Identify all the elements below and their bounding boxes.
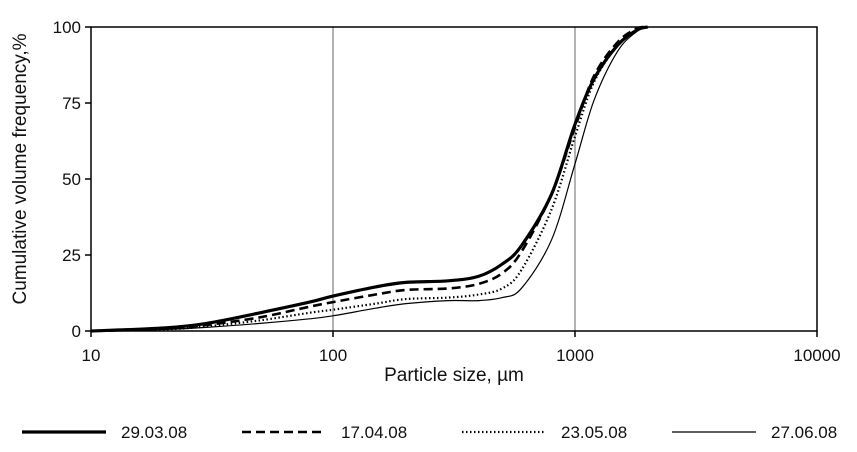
y-tick-label: 25 xyxy=(62,246,81,265)
y-axis-title: Cumulative volume frequency,% xyxy=(10,33,31,304)
x-tick-label: 100 xyxy=(319,346,347,365)
series-line-4 xyxy=(90,26,649,332)
series-layer xyxy=(90,25,649,333)
legend-label-2: 17.04.08 xyxy=(341,423,407,442)
x-tick-label: 1000 xyxy=(556,346,594,365)
legend: 29.03.08 17.04.08 23.05.08 27.06.08 xyxy=(22,423,837,442)
series-line-2 xyxy=(90,25,649,333)
series-line-3 xyxy=(90,25,649,333)
x-tick-label: 10 xyxy=(82,346,101,365)
grid-layer xyxy=(332,27,576,331)
x-axis-title: Particle size, µm xyxy=(384,365,524,386)
legend-label-3: 23.05.08 xyxy=(561,423,627,442)
tick-layer: 0 25 50 75 100 10 100 1000 10000 xyxy=(53,18,841,365)
y-tick-label: 75 xyxy=(62,94,81,113)
y-tick-label: 100 xyxy=(53,18,81,37)
plot-frame xyxy=(90,26,818,332)
x-tick-label: 10000 xyxy=(793,346,840,365)
y-tick-label: 50 xyxy=(62,170,81,189)
legend-label-1: 29.03.08 xyxy=(121,423,187,442)
series-line-1 xyxy=(90,25,649,333)
legend-label-4: 27.06.08 xyxy=(771,423,837,442)
y-tick-label: 0 xyxy=(72,322,81,341)
